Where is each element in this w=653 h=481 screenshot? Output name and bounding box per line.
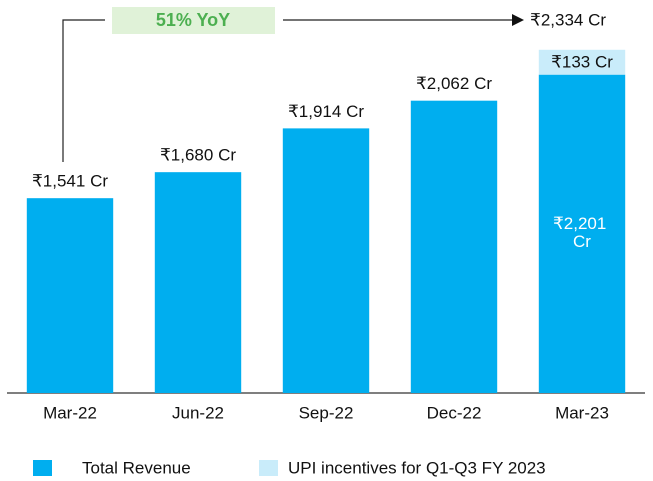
bar-segment — [538, 74, 626, 394]
data-label: ₹1,680 Cr — [160, 146, 236, 165]
bar-segment — [538, 49, 626, 75]
data-label: ₹2,201 Cr — [553, 214, 611, 251]
data-label: ₹1,914 Cr — [288, 102, 364, 121]
data-label: ₹133 Cr — [551, 53, 613, 72]
bracket-line — [62, 19, 105, 162]
bar-segment — [282, 128, 370, 393]
x-tick-label: Sep-22 — [299, 403, 354, 422]
legend-label: UPI incentives for Q1-Q3 FY 2023 — [288, 458, 546, 477]
bar-segment — [410, 100, 498, 393]
growth-annotation: 51% YoY ₹2,334 Cr — [62, 7, 606, 162]
total-label: ₹2,334 Cr — [530, 10, 606, 29]
x-tick-label: Jun-22 — [172, 403, 224, 422]
legend-swatch — [33, 460, 52, 476]
data-label: ₹1,541 Cr — [32, 172, 108, 191]
bar-segment — [26, 198, 114, 393]
x-tick-label: Mar-23 — [555, 403, 609, 422]
x-tick-label: Dec-22 — [427, 403, 482, 422]
data-label: ₹2,062 Cr — [416, 74, 492, 93]
bar-segment — [154, 172, 242, 393]
arrow-head — [512, 14, 524, 26]
x-tick-label: Mar-22 — [43, 403, 97, 422]
growth-label: 51% YoY — [156, 10, 230, 30]
growth-box — [112, 7, 275, 34]
legend-swatch — [259, 460, 278, 476]
legend-label: Total Revenue — [82, 458, 191, 477]
